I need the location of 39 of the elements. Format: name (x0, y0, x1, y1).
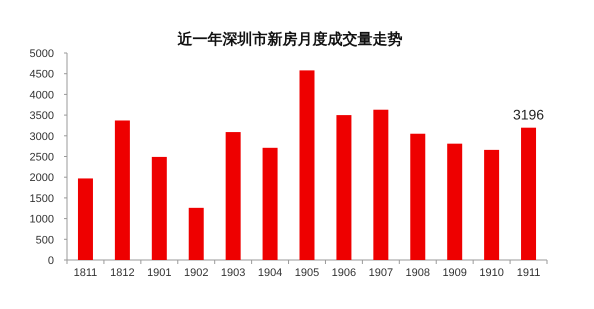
x-tick-label: 1908 (406, 267, 430, 279)
x-tick-label: 1902 (184, 267, 208, 279)
bar (188, 208, 204, 260)
bar (484, 150, 500, 260)
x-tick-label: 1811 (74, 267, 98, 279)
y-tick-label: 4000 (30, 89, 54, 102)
bar (226, 132, 241, 260)
bar (152, 156, 167, 260)
bar (300, 70, 314, 260)
y-tick-label: 500 (36, 234, 54, 246)
y-tick-label: 3000 (30, 130, 54, 143)
x-tick-label: 1905 (294, 267, 320, 279)
y-tick-label: 0 (48, 255, 54, 267)
bar (114, 120, 130, 260)
y-tick-label: 1000 (30, 214, 54, 226)
y-tick-label: 2500 (30, 152, 54, 164)
bar (262, 148, 278, 260)
bar (447, 144, 462, 260)
x-tick-label: 1812 (110, 267, 135, 279)
bar (410, 134, 426, 260)
x-tick-label: 1904 (258, 267, 282, 279)
y-tick-label: 2000 (30, 172, 54, 184)
y-tick-label: 5000 (30, 48, 54, 60)
bar (78, 178, 93, 260)
chart-title: 近一年深圳市新房月度成交量走势 (176, 30, 402, 48)
x-tick-label: 1911 (516, 267, 540, 279)
x-tick-label: 1901 (147, 267, 172, 279)
data-label: 3196 (512, 106, 544, 123)
x-tick-label: 1910 (479, 267, 504, 279)
x-tick-label: 1906 (332, 267, 356, 279)
y-tick-label: 3500 (30, 110, 54, 122)
bar (336, 115, 352, 260)
bar (521, 128, 536, 260)
y-tick-label: 1500 (30, 192, 54, 205)
x-tick-label: 1903 (220, 267, 246, 279)
x-tick-label: 1909 (442, 267, 467, 279)
bar (373, 110, 388, 260)
y-tick-label: 4500 (30, 68, 54, 81)
x-tick-label: 1907 (368, 267, 394, 279)
